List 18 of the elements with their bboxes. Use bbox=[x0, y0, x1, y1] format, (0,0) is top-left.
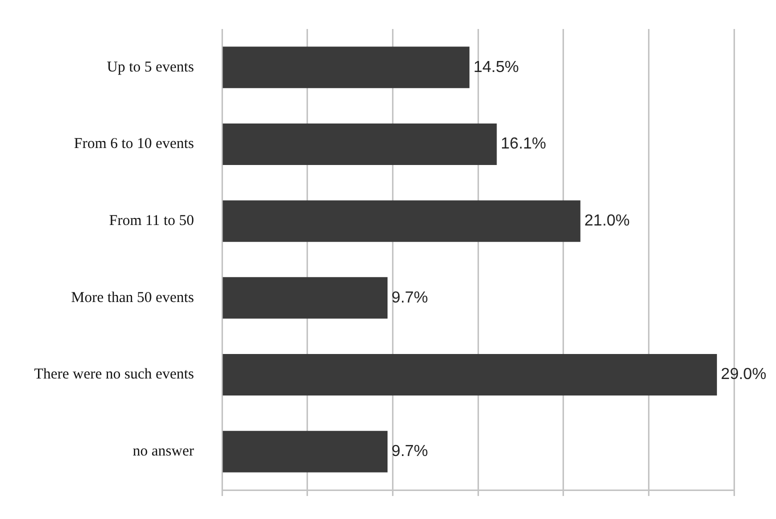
bar bbox=[222, 200, 580, 242]
data-label: 9.7% bbox=[392, 442, 428, 460]
y-tick-label: There were no such events bbox=[34, 366, 194, 383]
data-label: 14.5% bbox=[473, 58, 519, 76]
data-label: 16.1% bbox=[500, 136, 546, 153]
y-tick-label: no answer bbox=[132, 444, 194, 460]
bar bbox=[222, 46, 470, 88]
data-label: 21.0% bbox=[584, 212, 630, 230]
data-label: 9.7% bbox=[392, 289, 428, 306]
bar bbox=[222, 430, 388, 472]
y-tick-label: From 6 to 10 events bbox=[74, 136, 194, 152]
y-tick-label: More than 50 events bbox=[71, 290, 194, 306]
data-label: 29.0% bbox=[720, 366, 766, 384]
bar bbox=[222, 124, 497, 165]
bar bbox=[222, 354, 717, 396]
y-tick-label: From 11 to 50 bbox=[109, 213, 194, 230]
bar bbox=[222, 277, 388, 319]
y-tick-label: Up to 5 events bbox=[106, 59, 194, 76]
